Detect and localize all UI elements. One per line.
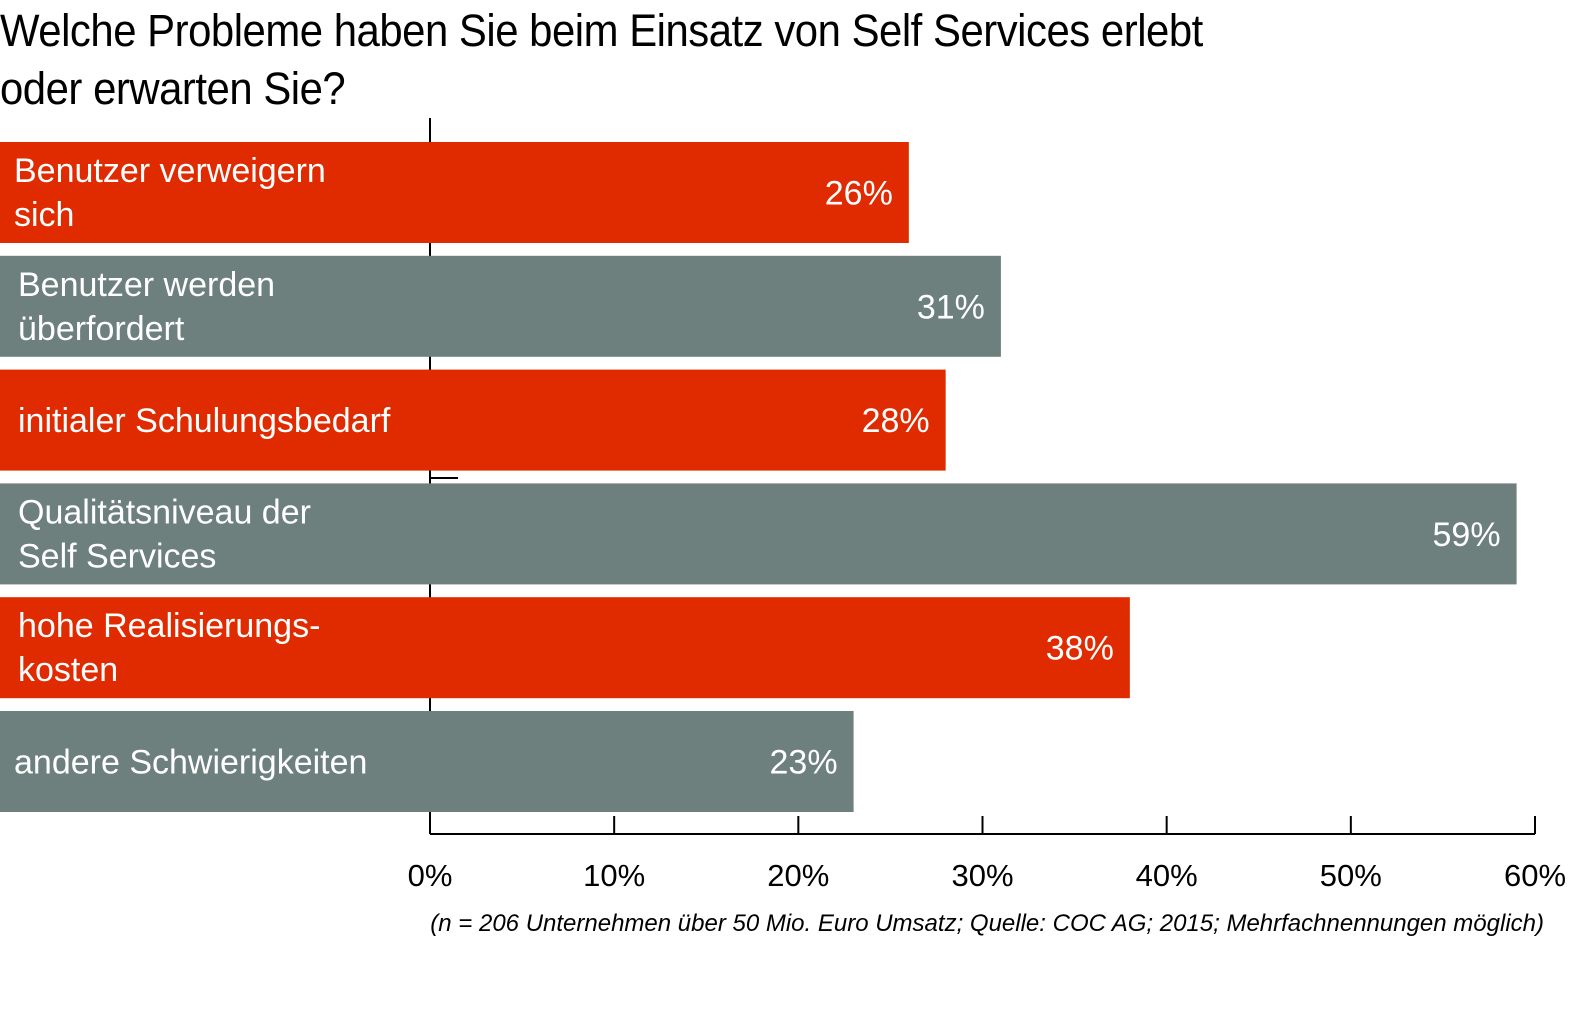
category-label: andere Schwierigkeiten bbox=[14, 744, 367, 782]
category-label: Benutzer werden bbox=[18, 266, 275, 304]
x-tick-label: 0% bbox=[408, 858, 453, 893]
bar-group: hohe Realisierungs-kosten 38% bbox=[0, 597, 1130, 699]
bar bbox=[0, 597, 1130, 699]
bar-group: Benutzer verweigern sich 26% bbox=[0, 142, 909, 243]
source-footnote: (n = 206 Unternehmen über 50 Mio. Euro U… bbox=[430, 910, 1544, 937]
bar bbox=[0, 711, 854, 812]
category-label: sich bbox=[14, 196, 74, 234]
category-label: Self Services bbox=[18, 537, 216, 575]
bar bbox=[0, 483, 1517, 585]
category-label: hohe Realisierungs- bbox=[18, 607, 320, 645]
bar-group: initialer Schulungsbedarf 28% bbox=[0, 369, 946, 471]
value-label: 31% bbox=[917, 288, 985, 326]
chart-title-line-2: oder erwarten Sie? bbox=[0, 63, 346, 114]
value-label: 59% bbox=[1433, 516, 1501, 554]
chart-title: Welche Probleme haben Sie beim Einsatz v… bbox=[0, 2, 1480, 118]
bar bbox=[0, 142, 909, 243]
x-axis-ticks: 0% 10% 20% 30% 40% 50% 60% bbox=[408, 816, 1566, 893]
value-label: 28% bbox=[862, 402, 930, 440]
value-label: 26% bbox=[825, 175, 893, 213]
category-label: kosten bbox=[18, 651, 118, 689]
value-label: 23% bbox=[770, 744, 838, 782]
x-tick-label: 40% bbox=[1136, 858, 1198, 893]
bar bbox=[0, 255, 1001, 357]
value-label: 38% bbox=[1046, 630, 1114, 668]
bar-group: andere Schwierigkeiten 23% bbox=[0, 711, 854, 812]
category-label: Benutzer verweigern bbox=[14, 152, 326, 190]
category-label: initialer Schulungsbedarf bbox=[18, 402, 391, 440]
x-tick-label: 10% bbox=[583, 858, 645, 893]
bar-group: Qualitätsniveau der Self Services 59% bbox=[0, 483, 1517, 585]
x-tick-label: 50% bbox=[1320, 858, 1382, 893]
chart-title-line-1: Welche Probleme haben Sie beim Einsatz v… bbox=[0, 5, 1203, 56]
bar bbox=[0, 369, 946, 471]
bar-group: Benutzer werden überfordert 31% bbox=[0, 255, 1001, 357]
x-tick-label: 60% bbox=[1504, 858, 1566, 893]
x-tick-label: 20% bbox=[767, 858, 829, 893]
x-tick-label: 30% bbox=[951, 858, 1013, 893]
category-label: überfordert bbox=[18, 310, 185, 348]
bars-layer: Benutzer verweigern sich 26% Benutzer werde… bbox=[0, 142, 1517, 812]
category-label: Qualitätsniveau der bbox=[18, 493, 311, 531]
